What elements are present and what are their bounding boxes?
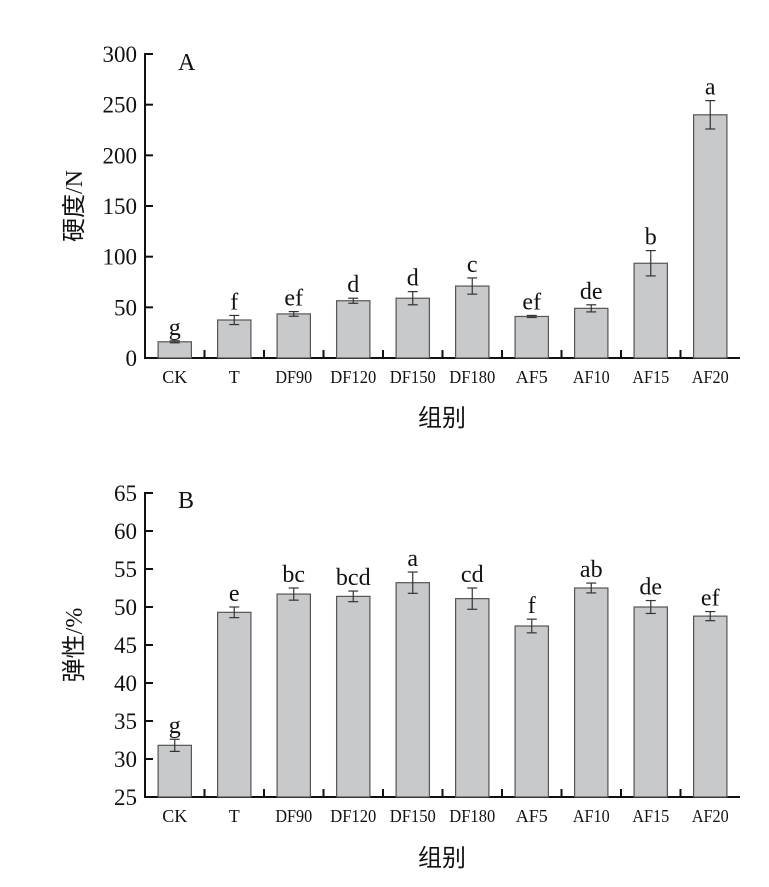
significance-label: f — [230, 289, 238, 315]
bar-af15 — [633, 606, 669, 798]
bar-df150 — [395, 582, 431, 798]
y-tick-label: 0 — [126, 346, 138, 371]
significance-label: ef — [284, 286, 303, 312]
bar-df120 — [335, 300, 371, 359]
significance-label: bc — [282, 562, 305, 588]
x-tick-label: DF120 — [330, 806, 376, 826]
significance-label: c — [467, 252, 478, 278]
bar-df180 — [454, 598, 490, 798]
x-tick-label: T — [229, 806, 240, 826]
significance-label: g — [169, 713, 181, 739]
bar-df120 — [335, 595, 371, 798]
y-axis-label-a: 硬度/N — [61, 170, 88, 242]
x-axis-label-b: 组别 — [418, 845, 466, 872]
y-tick-label: 100 — [103, 245, 138, 270]
bar-af5 — [514, 315, 550, 359]
x-tick-label: AF10 — [573, 367, 610, 387]
bar-ck — [157, 341, 193, 359]
bar-ck — [157, 744, 193, 798]
x-axis-label-a: 组别 — [418, 405, 466, 432]
y-tick-label: 65 — [114, 481, 137, 506]
significance-label: cd — [461, 562, 484, 588]
y-tick-label: 30 — [114, 747, 137, 772]
bar-df150 — [395, 297, 431, 359]
y-tick-label: 45 — [114, 633, 137, 658]
y-tick-label: 40 — [114, 671, 137, 696]
bar-df90 — [276, 593, 312, 798]
x-tick-label: AF10 — [573, 806, 610, 826]
panel-label-a: A — [178, 50, 196, 76]
bar-t — [216, 319, 252, 359]
bar-af10 — [573, 307, 609, 359]
x-tick-label: AF15 — [632, 806, 669, 826]
significance-label: a — [705, 75, 716, 101]
bar-af20 — [692, 114, 728, 359]
chart-b: B 组别 弹性/% 25 30 35 40 45 50 55 60 65 g CK e Tbc DF90 b… — [61, 481, 740, 872]
bar-df90 — [276, 313, 312, 359]
x-tick-label: DF150 — [390, 806, 436, 826]
y-tick-label: 50 — [114, 295, 137, 320]
y-tick-label: 35 — [114, 709, 137, 734]
x-tick-label: DF180 — [449, 367, 495, 387]
significance-label: ef — [522, 289, 541, 315]
panel-label-b: B — [178, 488, 194, 514]
x-tick-label: AF20 — [692, 806, 729, 826]
significance-label: d — [407, 266, 419, 292]
y-tick-label: 50 — [114, 595, 137, 620]
significance-label: bcd — [336, 565, 371, 591]
x-tick-label: DF90 — [275, 367, 312, 387]
x-tick-label: DF90 — [275, 806, 312, 826]
bar-af5 — [514, 625, 550, 798]
bar-af10 — [573, 587, 609, 798]
y-tick-label: 300 — [103, 42, 138, 67]
x-tick-label: DF120 — [330, 367, 376, 387]
significance-label: b — [645, 225, 657, 251]
x-tick-label: AF20 — [692, 367, 729, 387]
x-tick-label: CK — [162, 806, 187, 826]
significance-label: de — [580, 279, 603, 305]
bar-t — [216, 611, 252, 798]
x-tick-label: CK — [162, 367, 187, 387]
significance-label: de — [639, 575, 662, 601]
significance-label: ef — [701, 586, 720, 612]
y-tick-label: 60 — [114, 519, 137, 544]
y-tick-label: 250 — [103, 93, 138, 118]
y-axis-label-b: 弹性/% — [61, 608, 88, 683]
y-tick-label: 150 — [103, 194, 138, 219]
x-tick-label: AF5 — [516, 806, 548, 826]
significance-label: g — [169, 315, 181, 341]
x-tick-label: DF180 — [449, 806, 495, 826]
significance-label: a — [407, 546, 418, 572]
y-tick-label: 25 — [114, 785, 137, 810]
bar-df180 — [454, 285, 490, 359]
chart-a: A 组别 硬度/N 0 50 100 150 200 250 300 g CK f Tef DF90 d… — [61, 42, 740, 432]
bar-af15 — [633, 262, 669, 359]
x-tick-label: AF15 — [632, 367, 669, 387]
bar-af20 — [692, 615, 728, 798]
significance-label: f — [528, 593, 536, 619]
significance-label: ab — [580, 557, 603, 583]
y-tick-label: 55 — [114, 557, 137, 582]
x-tick-label: T — [229, 367, 240, 387]
significance-label: d — [347, 272, 359, 298]
significance-label: e — [229, 581, 240, 607]
x-tick-label: AF5 — [516, 367, 548, 387]
x-tick-label: DF150 — [390, 367, 436, 387]
y-tick-label: 200 — [103, 143, 138, 168]
